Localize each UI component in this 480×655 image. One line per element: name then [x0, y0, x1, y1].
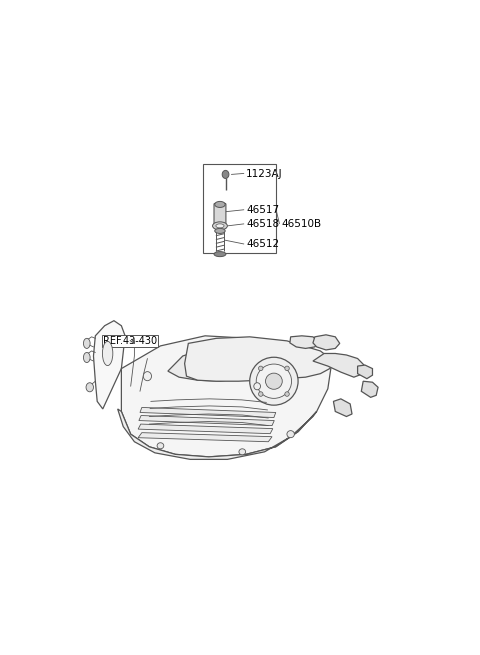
Ellipse shape: [84, 352, 90, 363]
Ellipse shape: [256, 364, 291, 398]
Polygon shape: [94, 321, 125, 409]
Polygon shape: [313, 354, 365, 377]
Ellipse shape: [157, 443, 164, 449]
Polygon shape: [290, 336, 319, 348]
Polygon shape: [313, 335, 340, 350]
Ellipse shape: [144, 371, 152, 381]
Polygon shape: [140, 407, 276, 417]
Ellipse shape: [216, 224, 224, 228]
Ellipse shape: [213, 222, 228, 230]
Text: 46510B: 46510B: [281, 219, 322, 229]
Text: 46517: 46517: [246, 205, 279, 215]
Polygon shape: [121, 336, 332, 457]
Ellipse shape: [287, 430, 294, 438]
Polygon shape: [139, 415, 274, 426]
Ellipse shape: [285, 392, 289, 396]
Bar: [203, 164, 276, 253]
Polygon shape: [361, 381, 378, 398]
Polygon shape: [185, 337, 334, 381]
Ellipse shape: [259, 366, 263, 371]
Polygon shape: [138, 424, 273, 434]
Ellipse shape: [214, 252, 226, 257]
Polygon shape: [118, 409, 317, 459]
Text: 46518: 46518: [246, 219, 279, 229]
Ellipse shape: [254, 383, 261, 390]
Ellipse shape: [265, 373, 282, 389]
Ellipse shape: [86, 383, 94, 392]
Ellipse shape: [215, 201, 225, 208]
Ellipse shape: [285, 366, 289, 371]
Ellipse shape: [239, 449, 246, 455]
Ellipse shape: [259, 392, 263, 396]
Polygon shape: [168, 348, 253, 381]
Ellipse shape: [84, 339, 90, 348]
Text: 1123AJ: 1123AJ: [246, 170, 283, 179]
Text: REF.43-430: REF.43-430: [103, 336, 157, 346]
Polygon shape: [334, 399, 352, 417]
Polygon shape: [358, 365, 372, 379]
Polygon shape: [138, 433, 272, 441]
Ellipse shape: [102, 341, 113, 365]
FancyBboxPatch shape: [214, 204, 226, 228]
Ellipse shape: [250, 357, 298, 405]
Ellipse shape: [215, 229, 225, 233]
Text: 46512: 46512: [246, 239, 279, 249]
Ellipse shape: [222, 170, 229, 178]
